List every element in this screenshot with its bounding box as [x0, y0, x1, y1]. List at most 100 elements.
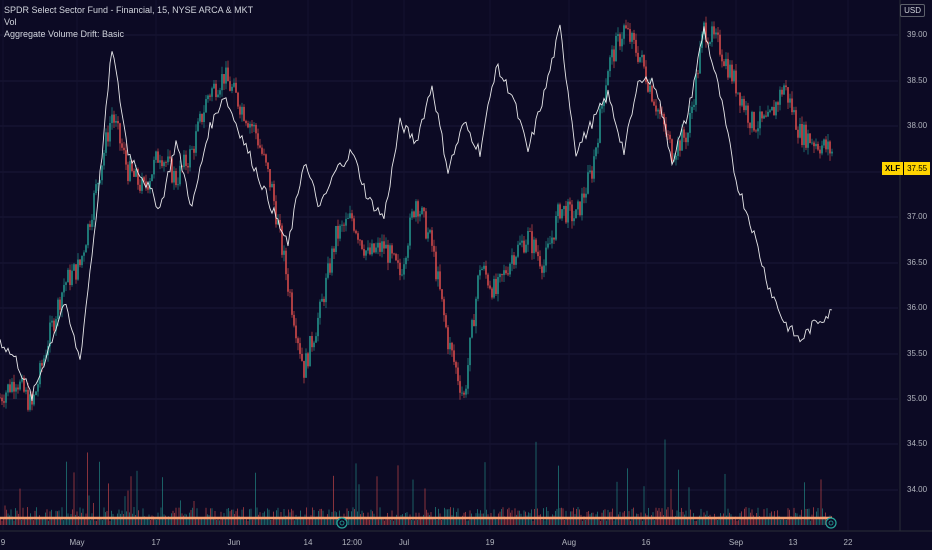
volume-bar: [715, 518, 717, 525]
legend-drift[interactable]: Aggregate Volume Drift: Basic: [4, 29, 125, 39]
volume-bar: [52, 517, 54, 525]
volume-bar: [408, 518, 409, 525]
volume-bar: [520, 513, 522, 525]
volume-bar: [396, 514, 397, 525]
currency-button[interactable]: USD: [900, 4, 925, 17]
event-marker[interactable]: [825, 517, 837, 529]
candle-body: [327, 263, 329, 278]
volume-bar: [489, 518, 490, 525]
volume-bar: [663, 515, 664, 525]
volume-bar: [78, 516, 79, 525]
volume-bar: [175, 507, 177, 525]
candle-body: [49, 322, 51, 347]
volume-bar: [655, 507, 657, 525]
candle-body: [465, 388, 467, 395]
volume-bar: [381, 518, 382, 525]
volume-bar: [705, 514, 706, 525]
volume-bar: [114, 518, 115, 525]
event-marker[interactable]: [336, 517, 348, 529]
y-tick-label: 36.00: [907, 303, 928, 312]
candle-body: [715, 32, 717, 35]
candle-body: [685, 137, 687, 143]
volume-bar: [618, 514, 619, 525]
volume-bar: [436, 520, 438, 525]
volume-bar: [88, 495, 90, 525]
volume-bar: [145, 516, 147, 525]
volume-bar: [564, 519, 565, 525]
candle-body: [51, 320, 53, 323]
volume-bar: [768, 516, 769, 525]
candle-body: [345, 218, 347, 226]
volume-bar: [526, 515, 528, 525]
volume-bar: [589, 514, 591, 525]
candle-body: [705, 22, 707, 43]
candle-body: [659, 109, 661, 114]
volume-bar: [654, 520, 655, 525]
candle-body: [727, 58, 729, 78]
volume-bar: [466, 520, 468, 525]
volume-bar: [709, 514, 711, 525]
candle-body: [815, 143, 817, 147]
candle-body: [81, 255, 83, 266]
candle-body: [481, 268, 483, 270]
volume-bar: [484, 462, 486, 525]
volume-bar: [120, 513, 121, 525]
candle-body: [823, 139, 825, 146]
marker-circle: [336, 517, 348, 529]
candle-body: [93, 193, 95, 220]
volume-bar: [28, 517, 30, 525]
volume-bar: [295, 514, 297, 525]
volume-bar: [546, 507, 547, 525]
candle-body: [397, 260, 399, 263]
event-markers[interactable]: [336, 517, 837, 529]
volume-bar: [180, 500, 181, 525]
candle-body: [803, 124, 805, 146]
candle-body: [775, 102, 777, 116]
candle-body: [171, 158, 173, 183]
candle-body: [269, 169, 271, 188]
candle-body: [413, 211, 415, 218]
candle-body: [451, 342, 453, 351]
volume-bar: [459, 518, 460, 525]
volume-bar: [681, 507, 682, 525]
candle-body: [415, 201, 417, 218]
candle-body: [57, 299, 59, 320]
volume-bar: [139, 516, 141, 525]
volume-bar: [253, 517, 255, 525]
volume-bar: [822, 508, 823, 525]
candle-body: [241, 106, 243, 115]
volume-bar: [210, 508, 211, 525]
candle-body: [811, 142, 813, 144]
candle-body: [355, 230, 357, 234]
volume-bar: [549, 519, 550, 525]
marker-dot: [339, 520, 345, 526]
candle-body: [539, 256, 541, 267]
volume-bar: [474, 518, 475, 525]
candle-body: [61, 292, 63, 310]
candle-body: [805, 124, 807, 148]
legend-title[interactable]: SPDR Select Sector Fund - Financial, 15,…: [4, 5, 254, 15]
volume-bar: [393, 520, 394, 525]
candle-body: [155, 151, 157, 160]
candle-body: [263, 153, 265, 155]
candle-body: [329, 263, 331, 273]
volume-bar: [819, 517, 820, 525]
candle-body: [613, 49, 615, 62]
candle-body: [571, 204, 573, 222]
candle-body: [671, 139, 673, 162]
volume-bar: [85, 513, 87, 525]
legend-volume[interactable]: Vol: [4, 17, 17, 27]
volume-bar: [694, 520, 696, 525]
volume-bar: [721, 515, 723, 525]
candle-body: [623, 25, 625, 39]
candle-body: [449, 342, 451, 350]
candle-body: [511, 255, 513, 264]
volume-bar: [177, 516, 178, 525]
volume-bar: [532, 520, 534, 525]
volume-bar: [228, 507, 229, 525]
candle-body: [583, 193, 585, 198]
volume-bar: [424, 488, 426, 525]
volume-bar: [271, 519, 273, 525]
candle-body: [383, 241, 385, 249]
